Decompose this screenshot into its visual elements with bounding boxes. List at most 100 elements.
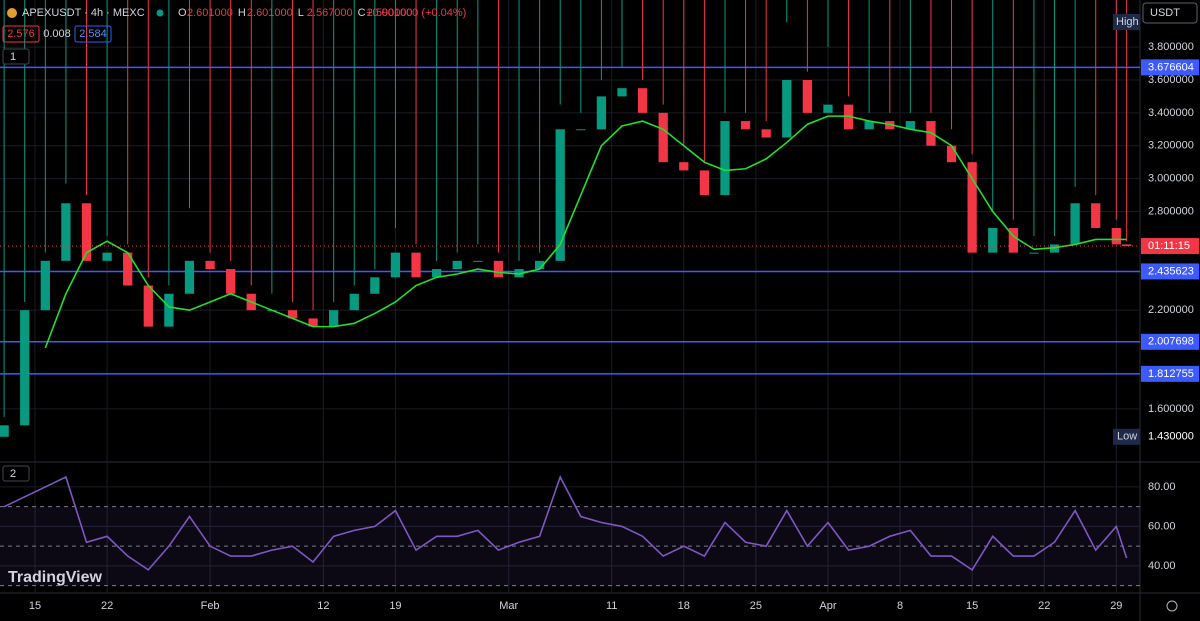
pane-label: 1 <box>10 51 16 63</box>
candle-body <box>123 252 133 286</box>
settings-icon[interactable] <box>1166 600 1178 612</box>
x-tick-label: Feb <box>201 600 220 612</box>
x-tick-label: 25 <box>750 600 762 612</box>
x-tick-label: 22 <box>1038 600 1050 612</box>
rsi-tick-label: 40.00 <box>1148 560 1176 572</box>
candle-body <box>143 285 153 327</box>
y-tick-label: 2.200000 <box>1148 304 1194 316</box>
candle-body <box>40 260 50 311</box>
candle-body <box>308 318 318 327</box>
candle-body <box>1121 244 1132 247</box>
rsi-tick-label: 80.00 <box>1148 481 1176 493</box>
candle-body <box>864 121 874 130</box>
brand: TradingView <box>8 569 103 586</box>
candle-body <box>1008 227 1018 253</box>
x-tick-label: Apr <box>819 600 836 612</box>
candle-body <box>61 203 71 261</box>
candle-body <box>370 277 380 294</box>
candle-body <box>946 145 957 163</box>
y-tick-label: 3.600000 <box>1148 74 1194 86</box>
candle-body <box>349 293 359 311</box>
x-tick-label: 11 <box>606 600 617 612</box>
x-tick-label: 18 <box>678 600 690 612</box>
candle-body <box>720 121 730 196</box>
x-tick-label: 22 <box>101 600 113 612</box>
candle-body <box>164 293 174 327</box>
candle-body <box>411 252 421 278</box>
moving-average <box>44 115 1127 349</box>
candle-body <box>617 88 627 97</box>
rsi-tick-label: 60.00 <box>1148 520 1176 532</box>
badge[interactable] <box>74 25 112 43</box>
candle-body <box>596 96 607 130</box>
candle-body <box>205 260 215 270</box>
candle-body <box>534 260 545 270</box>
ohlc-value: 2.567000 <box>307 7 353 19</box>
rsi-line <box>3 475 1128 572</box>
low-label: Low <box>1117 431 1137 443</box>
countdown: 01:11:15 <box>1148 240 1190 252</box>
pane-toggle[interactable] <box>2 465 30 482</box>
candle-body <box>658 112 668 163</box>
level-tag <box>1141 333 1199 350</box>
candle-body <box>0 425 9 437</box>
candle-body <box>452 260 462 270</box>
candle-body <box>740 121 751 130</box>
low-value-tag <box>1141 428 1199 445</box>
candle-body <box>81 203 92 261</box>
candle-body <box>1029 252 1039 254</box>
candle-body <box>432 269 442 278</box>
x-tick-label: 15 <box>29 600 41 612</box>
ohlc-label: H <box>238 7 246 19</box>
ohlc-label: C <box>358 7 366 19</box>
overlay: APEXUSDT · 4h · MEXC O 2.601000 H 2.601000 L… <box>2 2 1199 612</box>
y-tick-label: 3.000000 <box>1148 173 1194 185</box>
y-tick-label: 1.600000 <box>1148 403 1194 415</box>
candle-body <box>761 129 771 138</box>
level-tag <box>1141 365 1199 382</box>
status-dot <box>156 9 164 17</box>
ohlc-value: 2.601000 <box>187 7 233 19</box>
grid <box>0 0 1140 592</box>
level-label: 2.007698 <box>1148 336 1194 348</box>
candle-body <box>905 121 915 130</box>
y-tick-label: 3.400000 <box>1148 107 1194 119</box>
symbol: APEXUSDT · 4h · MEXC <box>22 7 145 19</box>
level-label: 2.435623 <box>1148 265 1194 277</box>
x-tick-label: 15 <box>966 600 978 612</box>
currency-select[interactable] <box>1142 2 1198 24</box>
low-tag <box>1113 428 1140 445</box>
candle-body <box>329 310 339 327</box>
y-tick-label: 2.800000 <box>1148 205 1194 217</box>
x-tick-label: 19 <box>389 600 401 612</box>
candle-body <box>637 88 648 113</box>
high-tag <box>1113 14 1140 30</box>
candle-body <box>20 310 30 426</box>
symbol-icon <box>7 8 17 18</box>
x-tick-label: Mar <box>499 600 518 612</box>
candle-body <box>802 79 813 113</box>
pane-toggle[interactable] <box>2 48 30 65</box>
spread-badge: 0.008 <box>43 28 71 40</box>
candle-body <box>493 260 504 278</box>
candle-body <box>1049 244 1060 253</box>
candle-body <box>102 252 112 261</box>
level-label: 3.676604 <box>1148 61 1194 73</box>
level-tag <box>1141 59 1199 76</box>
change: +0.001000 (+0.04%) <box>366 7 466 19</box>
candle-body <box>226 269 236 294</box>
badge[interactable] <box>2 25 40 43</box>
current-price-tag <box>1141 238 1199 255</box>
candle-body <box>988 227 998 253</box>
candle-body <box>967 162 977 253</box>
candle-body <box>576 129 586 131</box>
ohlc-value: 2.601000 <box>247 7 293 19</box>
candle-body <box>1070 203 1080 245</box>
candle-body <box>1091 203 1101 228</box>
candle-body <box>473 260 483 262</box>
candle-body <box>390 252 401 278</box>
candle-body <box>782 79 792 138</box>
x-tick-label: 8 <box>897 600 903 612</box>
